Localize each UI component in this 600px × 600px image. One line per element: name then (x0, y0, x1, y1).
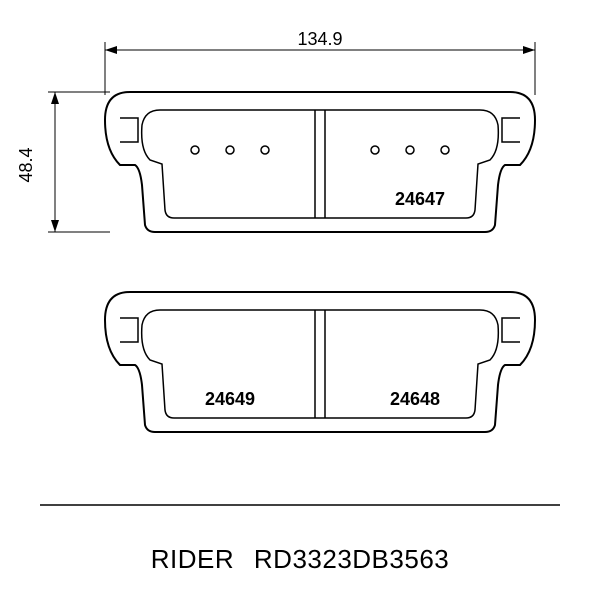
footer-label: RIDER RD3323DB3563 (0, 544, 600, 575)
drawing-canvas: 134.9 48.4 24647 (0, 0, 600, 600)
bottom-brake-pad: 24649 24648 (105, 292, 535, 432)
top-brake-pad: 24647 (105, 92, 535, 232)
model-number: RD3323DB3563 (254, 544, 449, 574)
height-dimension: 48.4 (16, 92, 110, 232)
bottom-left-part-number: 24649 (205, 389, 255, 409)
width-value: 134.9 (297, 29, 342, 49)
top-part-number: 24647 (395, 189, 445, 209)
brand-name: RIDER (151, 544, 234, 574)
height-value: 48.4 (16, 147, 36, 182)
bottom-right-part-number: 24648 (390, 389, 440, 409)
width-dimension: 134.9 (105, 29, 535, 95)
